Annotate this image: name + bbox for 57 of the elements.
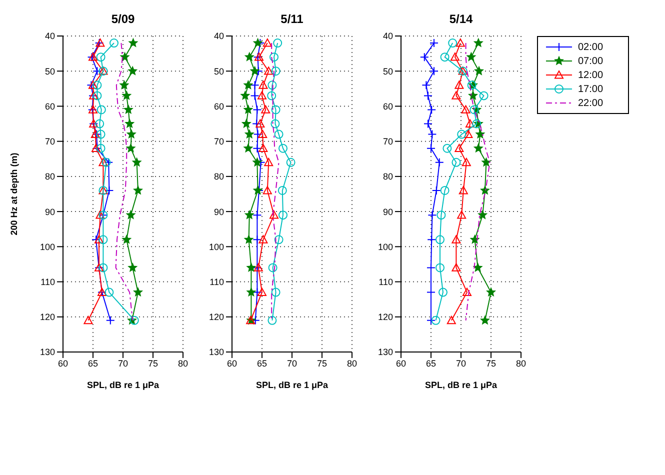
chart-title: 5/11 (280, 11, 304, 28)
y-tick-label: 80 (214, 172, 224, 182)
y-tick-label: 90 (382, 206, 393, 217)
y-tick-label: 70 (382, 136, 393, 147)
y-tick-label: 110 (378, 276, 393, 287)
x-tick-label: 80 (346, 358, 358, 368)
y-tick-label: 130 (40, 347, 55, 358)
y-tick-label: 40 (214, 31, 224, 42)
legend-label: 07:00 (578, 56, 604, 66)
legend-label: 22:00 (578, 98, 604, 108)
y-tick-label: 100 (208, 242, 224, 252)
chart-title: 5/14 (448, 11, 474, 28)
x-tick-label: 75 (486, 358, 496, 368)
y-tick-label: 90 (44, 206, 55, 217)
x-tick-label: 60 (396, 358, 406, 368)
y-tick-label: 80 (382, 172, 393, 182)
y-tick-label: 50 (382, 66, 393, 76)
y-tick-label: 120 (378, 312, 393, 322)
x-tick-label: 70 (118, 358, 128, 368)
y-tick-label: 40 (44, 31, 55, 42)
y-tick-label: 70 (44, 136, 55, 147)
x-tick-label: 65 (426, 358, 436, 368)
y-tick-label: 40 (382, 31, 393, 42)
y-tick-label: 70 (214, 136, 224, 147)
y-tick-label: 110 (210, 276, 224, 287)
x-axis-title: SPL, dB re 1 μPa (256, 380, 330, 390)
x-tick-label: 70 (286, 358, 298, 368)
y-tick-label: 100 (378, 242, 393, 252)
y-tick-label: 60 (214, 101, 224, 112)
x-tick-label: 60 (58, 358, 68, 368)
y-tick-label: 110 (40, 276, 55, 287)
y-tick-label: 130 (208, 347, 224, 358)
y-tick-label: 60 (44, 101, 55, 112)
y-axis-title: 200 Hz at depth (m) (9, 152, 20, 236)
y-tick-label: 90 (214, 206, 224, 217)
legend-label: 17:00 (578, 84, 604, 94)
y-tick-label: 50 (214, 66, 224, 76)
x-tick-label: 75 (316, 358, 328, 368)
x-tick-label: 60 (226, 358, 238, 368)
y-tick-label: 100 (40, 242, 55, 252)
x-tick-label: 65 (256, 358, 268, 368)
y-tick-label: 130 (378, 347, 393, 358)
x-tick-label: 75 (148, 358, 158, 368)
y-tick-label: 50 (44, 66, 55, 76)
x-axis-title: SPL, dB re 1 μPa (86, 380, 160, 390)
y-tick-label: 120 (208, 312, 224, 322)
legend-label: 12:00 (578, 70, 604, 80)
x-tick-label: 80 (178, 358, 188, 368)
x-tick-label: 70 (456, 358, 466, 368)
x-axis-title: SPL, dB re 1 μPa (424, 380, 498, 390)
y-tick-label: 60 (382, 101, 393, 112)
legend-label: 02:00 (578, 42, 604, 52)
y-tick-label: 80 (44, 172, 55, 182)
y-tick-label: 120 (40, 312, 55, 322)
chart-title: 5/09 (110, 11, 136, 28)
x-tick-label: 80 (516, 358, 526, 368)
x-tick-label: 65 (88, 358, 98, 368)
